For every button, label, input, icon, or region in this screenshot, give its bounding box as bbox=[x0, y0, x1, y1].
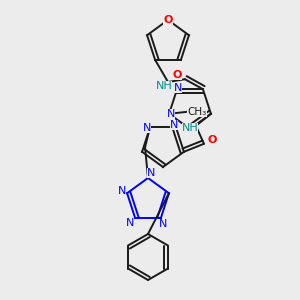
Text: N: N bbox=[118, 186, 126, 196]
Text: N: N bbox=[159, 219, 167, 229]
Text: N: N bbox=[170, 120, 178, 130]
Text: N: N bbox=[143, 123, 151, 133]
Text: NH: NH bbox=[156, 81, 172, 91]
Text: N: N bbox=[126, 218, 134, 228]
Text: NH: NH bbox=[182, 123, 198, 133]
Text: O: O bbox=[207, 135, 217, 145]
Text: N: N bbox=[174, 83, 182, 93]
Text: N: N bbox=[167, 109, 175, 119]
Text: N: N bbox=[147, 168, 155, 178]
Text: O: O bbox=[163, 15, 173, 25]
Text: O: O bbox=[172, 70, 182, 80]
Text: CH₃: CH₃ bbox=[188, 107, 207, 117]
